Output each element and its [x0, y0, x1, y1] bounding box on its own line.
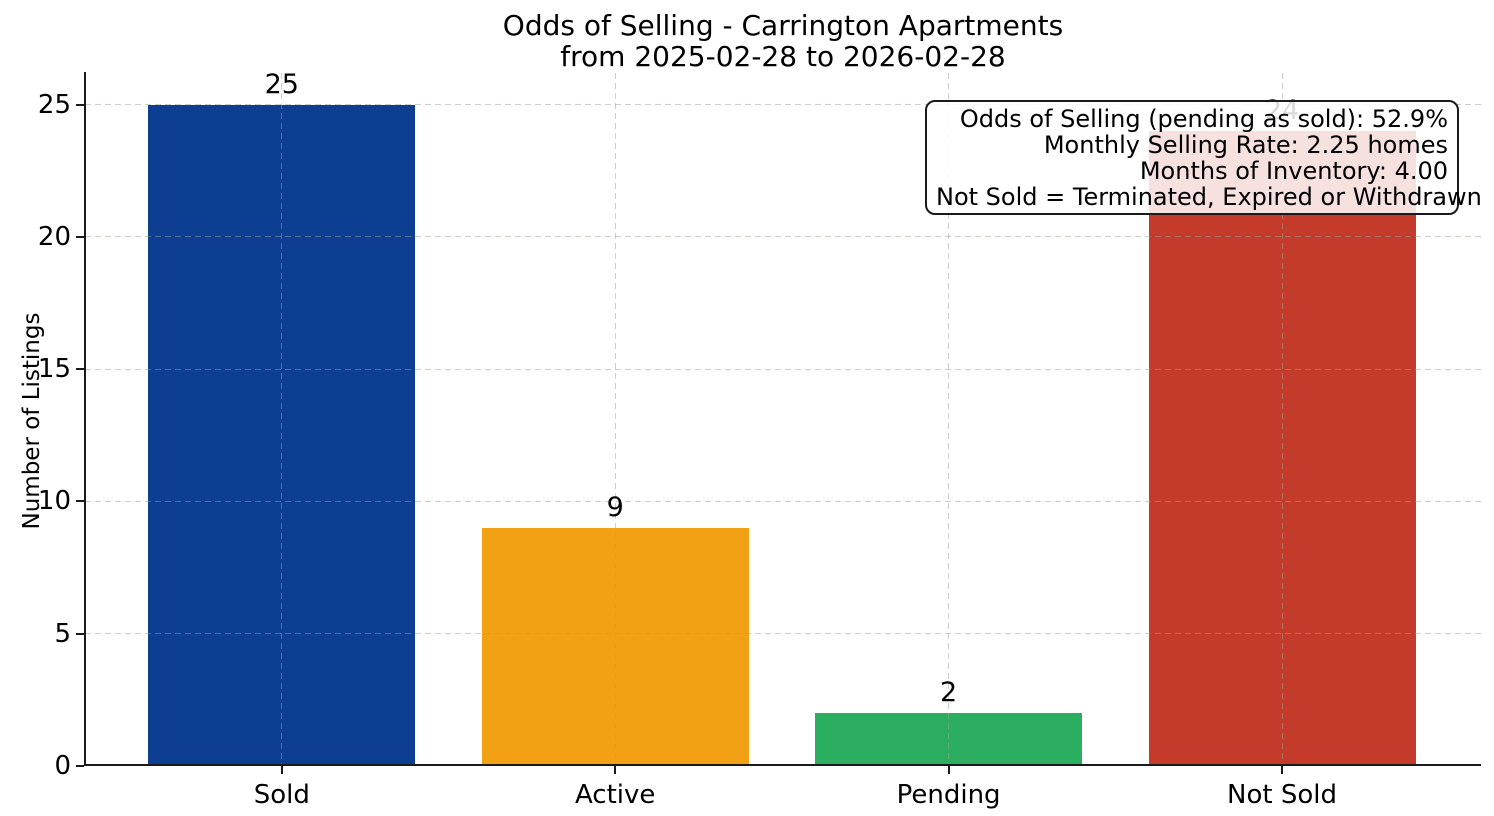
bar-value-label: 25 [264, 68, 299, 100]
x-tick-mark [1281, 766, 1283, 774]
vertical-gridline [281, 73, 283, 766]
x-tick-label-not-sold: Not Sold [1227, 780, 1337, 810]
chart-title: Odds of Selling - Carrington Apartments [502, 9, 1064, 42]
x-axis-spine [84, 764, 1481, 766]
y-tick-mark [76, 368, 84, 371]
chart-subtitle: from 2025-02-28 to 2026-02-28 [560, 40, 1006, 73]
vertical-gridline [614, 73, 616, 766]
x-tick-label-active: Active [574, 780, 656, 810]
vertical-gridline [1281, 73, 1283, 766]
x-tick-label-pending: Pending [896, 780, 1001, 810]
x-tick-mark [280, 766, 283, 774]
plot-area: 051015202525Sold9Active2Pending24Not Sol… [38, 69, 1481, 810]
annotation-line: Monthly Selling Rate: 2.25 homes [1043, 131, 1448, 159]
stats-annotation-box: Odds of Selling (pending as sold): 52.9%… [925, 100, 1482, 215]
vertical-gridline [948, 73, 950, 766]
x-tick-mark [614, 766, 617, 774]
annotation-line: Not Sold = Terminated, Expired or Withdr… [936, 183, 1482, 211]
annotation-line: Months of Inventory: 4.00 [1139, 157, 1448, 185]
chart-title-block: Odds of Selling - Carrington Apartments … [85, 10, 1481, 72]
y-tick-mark [76, 765, 84, 767]
annotation-line: Odds of Selling (pending as sold): 52.9% [959, 105, 1448, 133]
y-tick-label: 0 [54, 751, 71, 781]
x-tick-label-sold: Sold [253, 780, 310, 810]
y-tick-mark [76, 632, 84, 635]
y-tick-label: 5 [54, 618, 71, 649]
horizontal-gridline [85, 368, 1481, 370]
y-tick-label: 10 [37, 486, 71, 517]
y-tick-label: 15 [37, 354, 71, 385]
y-tick-label: 20 [37, 221, 71, 252]
x-tick-mark [947, 766, 950, 774]
horizontal-gridline [85, 500, 1481, 502]
y-tick-label: 25 [37, 89, 71, 120]
horizontal-gridline [85, 104, 1481, 106]
horizontal-gridline [85, 236, 1481, 238]
y-tick-mark [76, 235, 84, 238]
horizontal-gridline [85, 633, 1481, 635]
y-tick-mark [76, 103, 84, 106]
y-axis-spine [84, 72, 86, 766]
y-tick-mark [76, 500, 84, 503]
bar-value-label: 9 [606, 491, 624, 523]
bar-value-label: 2 [940, 677, 958, 709]
